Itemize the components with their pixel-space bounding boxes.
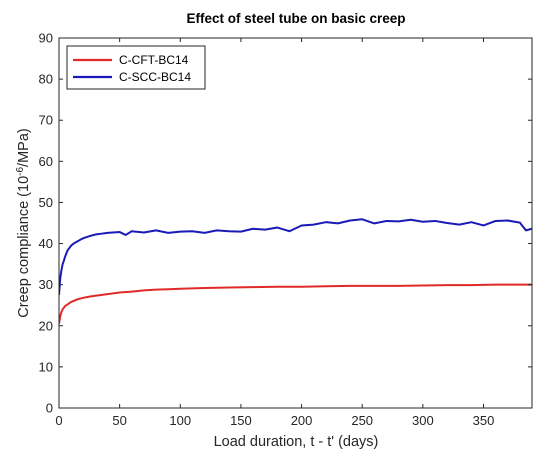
y-axis-label-superscript: -6 <box>15 167 26 176</box>
y-tick-label: 50 <box>39 195 53 210</box>
x-tick-label: 50 <box>112 413 126 428</box>
y-axis-label: Creep compliance (10-6/MPa) <box>15 128 32 317</box>
x-tick-label: 100 <box>169 413 191 428</box>
y-axis-label-suffix: /MPa) <box>16 128 32 167</box>
chart-title: Effect of steel tube on basic creep <box>186 11 405 26</box>
legend: C-CFT-BC14 C-SCC-BC14 <box>66 45 206 90</box>
series-layer <box>59 218 532 324</box>
series-line-c-cft-bc14 <box>59 283 532 324</box>
x-tick-label: 300 <box>412 413 434 428</box>
plot-background <box>59 38 532 408</box>
legend-label-cft: C-CFT-BC14 <box>119 53 189 67</box>
y-axis: 0 10 20 30 40 50 60 70 80 90 <box>39 31 532 416</box>
y-tick-label: 0 <box>46 401 53 416</box>
x-tick-label: 150 <box>230 413 252 428</box>
legend-box <box>66 45 206 90</box>
x-axis-label: Load duration, t - t' (days) <box>214 434 379 450</box>
series-line-c-scc-bc14 <box>59 218 532 296</box>
y-tick-label: 80 <box>39 72 53 87</box>
x-tick-label: 350 <box>473 413 495 428</box>
y-tick-label: 70 <box>39 113 53 128</box>
y-tick-label: 60 <box>39 154 53 169</box>
x-tick-label: 250 <box>351 413 373 428</box>
y-tick-label: 10 <box>39 359 53 374</box>
y-axis-label-prefix: Creep compliance (10 <box>16 176 32 318</box>
x-tick-label: 200 <box>291 413 313 428</box>
x-tick-label: 0 <box>55 413 62 428</box>
x-axis: 0 50 100 150 200 250 300 350 <box>55 38 494 428</box>
plot-area <box>58 37 533 409</box>
plot-frame <box>58 37 533 409</box>
y-tick-label: 30 <box>39 277 53 292</box>
y-tick-label: 20 <box>39 318 53 333</box>
y-tick-label: 40 <box>39 236 53 251</box>
legend-label-scc: C-SCC-BC14 <box>119 70 191 84</box>
y-tick-label: 90 <box>39 31 53 46</box>
